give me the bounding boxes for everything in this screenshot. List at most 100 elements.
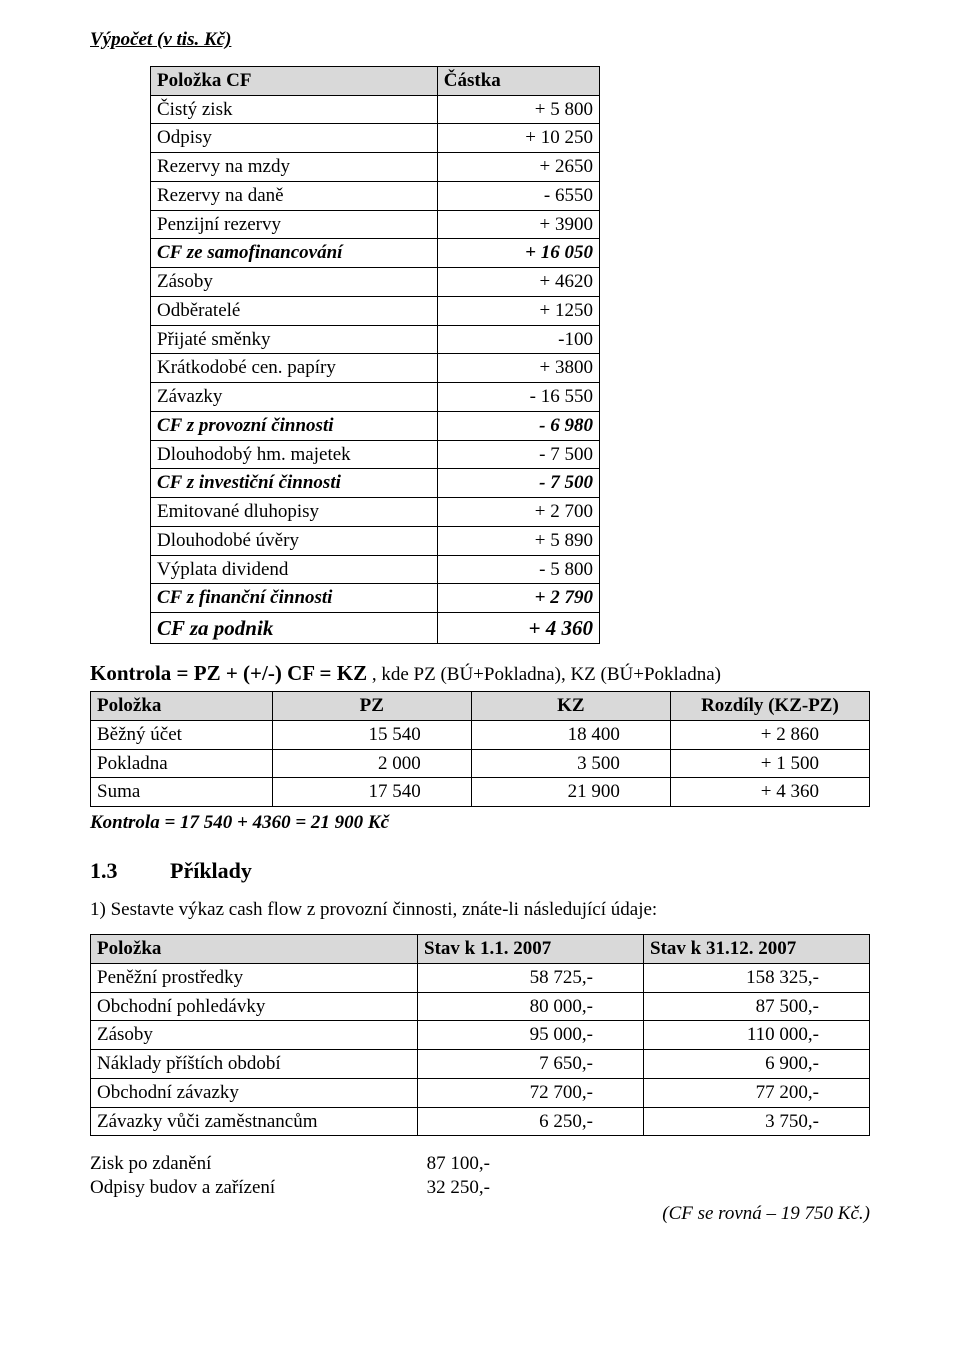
- kz-row: Pokladna2 0003 500+ 1 500: [91, 749, 870, 778]
- kz-h2: KZ: [471, 692, 670, 721]
- cf-cell-label: Rezervy na mzdy: [151, 153, 438, 182]
- cf-row: Rezervy na mzdy+ 2650: [151, 153, 600, 182]
- cf-row: Emitované dluhopisy+ 2 700: [151, 498, 600, 527]
- cf-row: Odpisy+ 10 250: [151, 124, 600, 153]
- document-page: Výpočet (v tis. Kč) Položka CF Částka Či…: [0, 0, 960, 1345]
- cf-cell-value: + 4620: [437, 268, 599, 297]
- kz-cell: + 1 500: [670, 749, 869, 778]
- stav-cell: 80 000,-: [418, 992, 644, 1021]
- cf-table: Položka CF Částka Čistý zisk+ 5 800Odpis…: [150, 66, 600, 645]
- cf-row: CF z provozní činnosti- 6 980: [151, 411, 600, 440]
- kz-header-row: Položka PZ KZ Rozdíly (KZ-PZ): [91, 692, 870, 721]
- cf-row: Přijaté směnky-100: [151, 325, 600, 354]
- stav-cell: Náklady příštích období: [91, 1050, 418, 1079]
- stav-cell: 58 725,-: [418, 963, 644, 992]
- cf-cell-label: CF z provozní činnosti: [151, 411, 438, 440]
- stav-table: Položka Stav k 1.1. 2007 Stav k 31.12. 2…: [90, 934, 870, 1136]
- cf-row: Krátkodobé cen. papíry+ 3800: [151, 354, 600, 383]
- stav-cell: 77 200,-: [644, 1078, 870, 1107]
- cf-cell-value: - 6550: [437, 181, 599, 210]
- section-heading: 1.3Příklady: [90, 857, 870, 885]
- cf-cell-label: Dlouhodobý hm. majetek: [151, 440, 438, 469]
- kz-h1: PZ: [272, 692, 471, 721]
- cf-cell-value: + 3800: [437, 354, 599, 383]
- stav-cell: 6 900,-: [644, 1050, 870, 1079]
- cf-cell-label: Rezervy na daně: [151, 181, 438, 210]
- cf-cell-label: Přijaté směnky: [151, 325, 438, 354]
- cf-header-value: Částka: [437, 66, 599, 95]
- kz-cell: 17 540: [272, 778, 471, 807]
- extra-value: 32 250,-: [370, 1176, 490, 1200]
- kz-cell: 3 500: [471, 749, 670, 778]
- cf-row: Odběratelé+ 1250: [151, 296, 600, 325]
- cf-cell-label: Dlouhodobé úvěry: [151, 526, 438, 555]
- cf-cell-value: + 10 250: [437, 124, 599, 153]
- cf-cell-value: + 1250: [437, 296, 599, 325]
- cf-cell-label: Závazky: [151, 383, 438, 412]
- cf-row: Rezervy na daně- 6550: [151, 181, 600, 210]
- stav-cell: 87 500,-: [644, 992, 870, 1021]
- cf-row: Čistý zisk+ 5 800: [151, 95, 600, 124]
- kz-row: Běžný účet15 54018 400+ 2 860: [91, 720, 870, 749]
- stav-h2: Stav k 31.12. 2007: [644, 935, 870, 964]
- cf-row: Dlouhodobý hm. majetek- 7 500: [151, 440, 600, 469]
- cf-cell-value: - 5 800: [437, 555, 599, 584]
- section-number: 1.3: [90, 857, 170, 885]
- cf-cell-label: Krátkodobé cen. papíry: [151, 354, 438, 383]
- cf-row: Penzijní rezervy+ 3900: [151, 210, 600, 239]
- cf-row: Zásoby+ 4620: [151, 268, 600, 297]
- stav-cell: Obchodní pohledávky: [91, 992, 418, 1021]
- cf-cell-label: CF za podnik: [151, 613, 438, 644]
- cf-cell-label: Odpisy: [151, 124, 438, 153]
- kz-h0: Položka: [91, 692, 273, 721]
- kz-cell: + 2 860: [670, 720, 869, 749]
- cf-cell-label: CF ze samofinancování: [151, 239, 438, 268]
- kz-h3: Rozdíly (KZ-PZ): [670, 692, 869, 721]
- cf-cell-label: Odběratelé: [151, 296, 438, 325]
- kz-cell: 2 000: [272, 749, 471, 778]
- section-title: Příklady: [170, 858, 252, 883]
- kz-cell: 15 540: [272, 720, 471, 749]
- stav-cell: 6 250,-: [418, 1107, 644, 1136]
- cf-cell-label: Čistý zisk: [151, 95, 438, 124]
- cf-row: CF z investiční činnosti- 7 500: [151, 469, 600, 498]
- stav-cell: 158 325,-: [644, 963, 870, 992]
- stav-cell: 95 000,-: [418, 1021, 644, 1050]
- cf-cell-label: Penzijní rezervy: [151, 210, 438, 239]
- kz-table: Položka PZ KZ Rozdíly (KZ-PZ) Běžný účet…: [90, 691, 870, 807]
- stav-cell: 110 000,-: [644, 1021, 870, 1050]
- cf-row: Výplata dividend- 5 800: [151, 555, 600, 584]
- stav-row: Obchodní závazky72 700,-77 200,-: [91, 1078, 870, 1107]
- cf-row: Závazky- 16 550: [151, 383, 600, 412]
- cf-cell-value: + 2650: [437, 153, 599, 182]
- stav-cell: Obchodní závazky: [91, 1078, 418, 1107]
- stav-cell: 3 750,-: [644, 1107, 870, 1136]
- cf-cell-value: -100: [437, 325, 599, 354]
- stav-h1: Stav k 1.1. 2007: [418, 935, 644, 964]
- cf-cell-label: CF z investiční činnosti: [151, 469, 438, 498]
- page-title: Výpočet (v tis. Kč): [90, 28, 870, 52]
- stav-row: Obchodní pohledávky80 000,-87 500,-: [91, 992, 870, 1021]
- cf-cell-value: - 16 550: [437, 383, 599, 412]
- kz-cell: Pokladna: [91, 749, 273, 778]
- stav-row: Náklady příštích období7 650,-6 900,-: [91, 1050, 870, 1079]
- cf-cell-label: Emitované dluhopisy: [151, 498, 438, 527]
- cf-header-label: Položka CF: [151, 66, 438, 95]
- cf-row: Dlouhodobé úvěry+ 5 890: [151, 526, 600, 555]
- cf-cell-value: - 7 500: [437, 469, 599, 498]
- cf-cell-value: + 2 790: [437, 584, 599, 613]
- cf-cell-value: - 6 980: [437, 411, 599, 440]
- exercise-prompt: 1) Sestavte výkaz cash flow z provozní č…: [90, 898, 870, 922]
- kontrola-formula: Kontrola = PZ + (+/-) CF = KZ , kde PZ (…: [90, 660, 870, 687]
- cf-row: CF ze samofinancování+ 16 050: [151, 239, 600, 268]
- footer-result: (CF se rovná – 19 750 Kč.): [90, 1202, 870, 1226]
- kz-cell: Suma: [91, 778, 273, 807]
- stav-cell: Závazky vůči zaměstnancům: [91, 1107, 418, 1136]
- extra-figures: Zisk po zdanění87 100,-Odpisy budov a za…: [90, 1152, 870, 1200]
- kontrola-bold: Kontrola = PZ + (+/-) CF = KZ: [90, 661, 367, 685]
- kontrola-note: Kontrola = 17 540 + 4360 = 21 900 Kč: [90, 811, 870, 835]
- cf-cell-value: + 5 800: [437, 95, 599, 124]
- stav-row: Závazky vůči zaměstnancům6 250,-3 750,-: [91, 1107, 870, 1136]
- cf-table-header-row: Položka CF Částka: [151, 66, 600, 95]
- cf-cell-label: CF z finanční činnosti: [151, 584, 438, 613]
